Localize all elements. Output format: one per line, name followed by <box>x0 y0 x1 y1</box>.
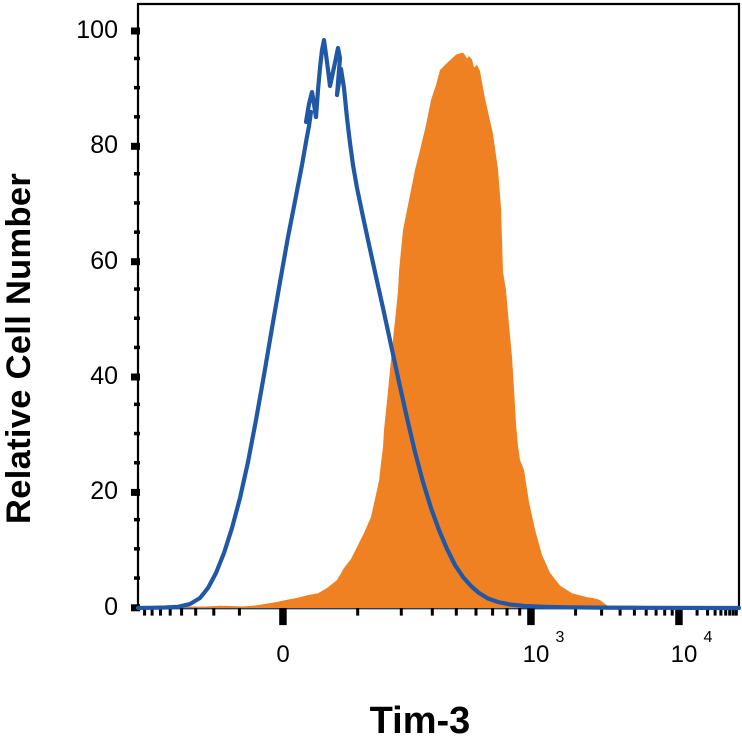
svg-text:20: 20 <box>90 477 118 505</box>
svg-text:0: 0 <box>104 593 118 621</box>
svg-text:100: 100 <box>76 16 118 44</box>
svg-text:Relative Cell Number: Relative Cell Number <box>0 173 38 524</box>
svg-text:80: 80 <box>90 131 118 159</box>
svg-text:60: 60 <box>90 247 118 275</box>
svg-text:10: 10 <box>671 641 698 668</box>
svg-text:10: 10 <box>523 641 550 668</box>
svg-text:4: 4 <box>704 629 713 646</box>
svg-text:40: 40 <box>90 362 118 390</box>
svg-text:3: 3 <box>556 629 565 646</box>
svg-text:0: 0 <box>276 641 289 668</box>
